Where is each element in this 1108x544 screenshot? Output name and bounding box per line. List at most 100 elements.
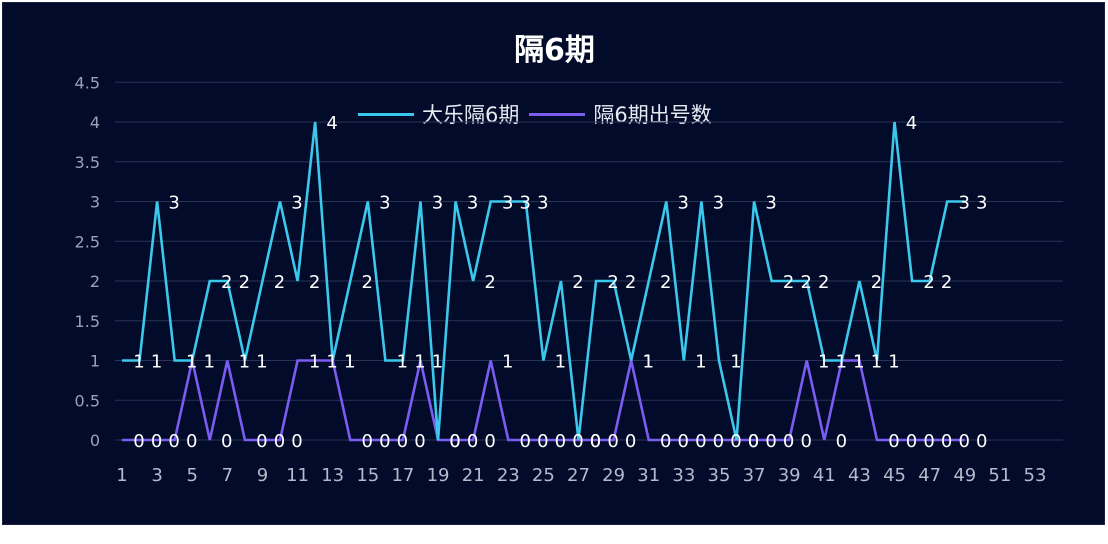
data-label: 2: [362, 272, 373, 293]
x-tick-label: 49: [953, 465, 976, 486]
data-label: 3: [537, 193, 548, 214]
data-label: 0: [713, 431, 724, 452]
data-label: 0: [291, 431, 302, 452]
x-tick-label: 25: [532, 465, 555, 486]
data-label: 2: [625, 272, 636, 293]
legend-swatch-purple: [529, 112, 586, 116]
data-label: 0: [467, 431, 478, 452]
y-tick-label: 4: [90, 113, 100, 132]
data-label: 1: [818, 352, 829, 373]
data-label: 1: [836, 352, 847, 373]
x-tick-label: 35: [708, 465, 731, 486]
data-label: 0: [765, 431, 776, 452]
data-label: 1: [344, 352, 355, 373]
data-label: 2: [239, 272, 250, 293]
x-tick-label: 45: [883, 465, 906, 486]
data-label: 0: [537, 431, 548, 452]
legend-swatch-cyan: [358, 112, 414, 116]
x-tick-label: 13: [321, 465, 344, 486]
data-label: 0: [590, 431, 601, 452]
data-label: 2: [221, 272, 232, 293]
legend-label: 大乐隔6期: [422, 103, 520, 127]
data-label: 1: [853, 352, 864, 373]
y-tick-label: 0.5: [75, 391, 100, 410]
data-label: 2: [274, 272, 285, 293]
x-tick-label: 33: [672, 465, 695, 486]
data-label: 0: [151, 431, 162, 452]
data-label: 0: [168, 431, 179, 452]
data-label: 3: [520, 193, 531, 214]
data-label: 0: [274, 431, 285, 452]
data-label: 3: [168, 193, 179, 214]
y-tick-label: 1.5: [75, 312, 100, 331]
data-label: 1: [871, 352, 882, 373]
series-line-1: [122, 121, 965, 441]
data-label: 1: [888, 352, 899, 373]
x-tick-label: 47: [918, 465, 941, 486]
data-label: 1: [309, 352, 320, 373]
data-label: 1: [326, 352, 337, 373]
data-label: 2: [572, 272, 583, 293]
data-label: 3: [467, 193, 478, 214]
data-label: 1: [151, 352, 162, 373]
data-label: 0: [660, 431, 671, 452]
data-label: 1: [642, 352, 653, 373]
x-tick-label: 15: [356, 465, 379, 486]
legend-item-series1[interactable]: 大乐隔6期: [358, 99, 519, 129]
data-label: 1: [397, 352, 408, 373]
data-label: 1: [695, 352, 706, 373]
y-tick-label: 3: [90, 193, 100, 212]
x-tick-label: 53: [1024, 465, 1047, 486]
y-tick-label: 0: [90, 431, 100, 450]
data-label: 0: [362, 431, 373, 452]
data-label: 0: [888, 431, 899, 452]
y-tick-label: 2: [90, 272, 100, 291]
data-label: 2: [660, 272, 671, 293]
data-label: 3: [678, 193, 689, 214]
x-tick-label: 11: [286, 465, 309, 486]
data-label: 2: [871, 272, 882, 293]
data-label: 1: [133, 352, 144, 373]
data-label: 0: [941, 431, 952, 452]
data-label: 0: [449, 431, 460, 452]
x-tick-label: 29: [602, 465, 625, 486]
data-label: 0: [678, 431, 689, 452]
data-label: 1: [204, 352, 215, 373]
x-tick-label: 21: [462, 465, 485, 486]
x-tick-label: 37: [743, 465, 766, 486]
data-label: 2: [783, 272, 794, 293]
legend-label: 隔6期出号数: [593, 103, 712, 127]
data-label: 0: [186, 431, 197, 452]
data-label: 2: [607, 272, 618, 293]
data-label: 0: [256, 431, 267, 452]
chart-title: 隔6期: [514, 33, 595, 68]
x-tick-label: 3: [151, 465, 162, 486]
x-tick-label: 39: [778, 465, 801, 486]
x-tick-label: 1: [116, 465, 127, 486]
x-tick-label: 51: [988, 465, 1011, 486]
data-label: 1: [432, 352, 443, 373]
data-label: 0: [923, 431, 934, 452]
series-line-2: [122, 359, 965, 442]
legend-item-series2[interactable]: 隔6期出号数: [529, 99, 712, 129]
data-label: 2: [309, 272, 320, 293]
data-label: 3: [713, 193, 724, 214]
data-label: 1: [204, 352, 215, 373]
data-label: 0: [572, 431, 583, 452]
y-tick-label: 2.5: [75, 232, 100, 251]
data-label: 0: [976, 431, 987, 452]
data-label: 2: [818, 272, 829, 293]
data-label: 1: [502, 352, 513, 373]
data-label: 1: [555, 352, 566, 373]
data-label: 0: [520, 431, 531, 452]
chart-legend: 大乐隔6期 隔6期出号数: [358, 99, 722, 129]
data-label: 1: [344, 352, 355, 373]
data-label: 1: [642, 352, 653, 373]
data-label: 0: [695, 431, 706, 452]
data-label: 2: [484, 272, 495, 293]
data-label: 1: [186, 352, 197, 373]
x-tick-label: 31: [637, 465, 660, 486]
data-label: 2: [800, 272, 811, 293]
data-label: 4: [906, 113, 917, 134]
